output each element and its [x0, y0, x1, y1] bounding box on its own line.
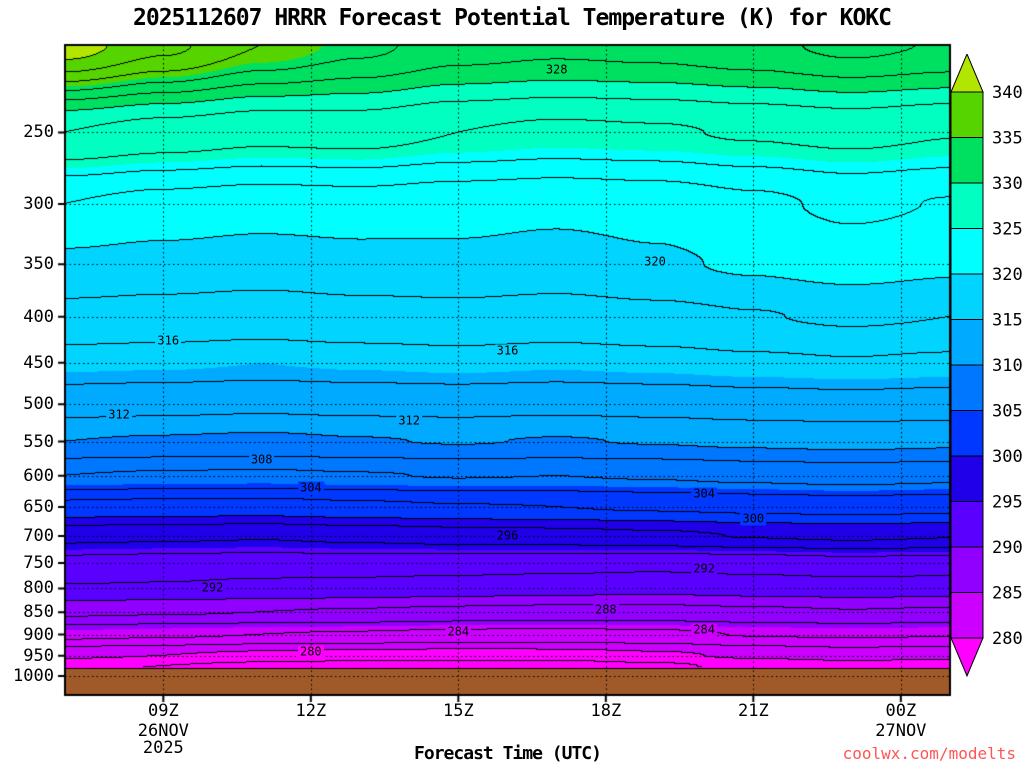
- colorbar-segment: [950, 228, 984, 275]
- y-tick-label: 750: [23, 553, 54, 574]
- contour-label: 308: [248, 452, 275, 467]
- contour-label: 304: [691, 486, 717, 501]
- colorbar-segment: [950, 364, 984, 411]
- x-tick-label: 09Z: [147, 701, 179, 721]
- contour-label: 296: [494, 528, 521, 543]
- colorbar-segment: [950, 319, 984, 366]
- y-tick-label: 800: [23, 578, 54, 599]
- contour-label: 292: [691, 561, 717, 576]
- y-tick-label: 950: [23, 645, 54, 666]
- watermark-text: coolwx.com/modelts: [842, 744, 1016, 763]
- colorbar-top-arrow: [950, 52, 984, 93]
- y-tick-label: 500: [23, 394, 54, 415]
- colorbar-tick-label: 280: [992, 629, 1023, 649]
- y-tick-label: 850: [23, 602, 54, 623]
- colorbar-segment: [950, 546, 984, 593]
- contour-label: 312: [396, 413, 422, 428]
- colorbar-segment: [950, 91, 984, 138]
- colorbar-tick-label: 290: [992, 538, 1023, 558]
- contour-label: 300: [740, 511, 767, 526]
- colorbar-tick-label: 305: [992, 402, 1023, 422]
- x-date-label: 2025: [142, 738, 184, 758]
- x-tick-label: 12Z: [295, 701, 327, 721]
- y-tick-label: 900: [23, 624, 54, 645]
- contour-label: 288: [592, 602, 619, 617]
- colorbar-tick-label: 315: [992, 311, 1023, 331]
- colorbar-segment: [950, 273, 984, 320]
- x-date-label: 27NOV: [875, 721, 927, 741]
- contour-label: 316: [155, 333, 182, 348]
- contour-label: 280: [297, 644, 324, 659]
- colorbar-tick-label: 330: [992, 174, 1023, 194]
- colorbar-tick-label: 320: [992, 265, 1023, 285]
- contour-label: 316: [494, 343, 521, 358]
- colorbar-segment: [950, 182, 984, 229]
- y-tick-label: 700: [23, 526, 54, 547]
- contour-label: 292: [199, 580, 226, 595]
- x-axis-title: Forecast Time (UTC): [414, 743, 602, 764]
- y-tick-label: 400: [23, 306, 54, 327]
- colorbar-tick-label: 310: [992, 356, 1023, 376]
- colorbar-tick-label: 295: [992, 493, 1023, 513]
- y-tick-label: 250: [23, 122, 54, 143]
- x-tick-label: 00Z: [885, 701, 917, 721]
- y-tick-label: 450: [23, 352, 54, 373]
- contour-label: 328: [543, 62, 570, 77]
- y-tick-label: 1000: [13, 665, 54, 686]
- y-tick-label: 600: [23, 465, 54, 486]
- y-tick-label: 550: [23, 431, 54, 452]
- x-tick-label: 18Z: [590, 701, 622, 721]
- contour-label: 284: [445, 624, 472, 639]
- colorbar-segment: [950, 410, 984, 457]
- colorbar: 280 285 290 295 300 305 310 315 320 325 330 335 340: [950, 52, 1024, 678]
- colorbar-tick-label: 285: [992, 584, 1023, 604]
- colorbar-bottom-arrow: [950, 637, 984, 678]
- colorbar-tick-label: 340: [992, 83, 1023, 103]
- colorbar-tick-label: 335: [992, 129, 1023, 149]
- x-tick-label: 21Z: [737, 701, 769, 721]
- x-date-label: 26NOV: [137, 721, 189, 741]
- contour-label: 320: [642, 254, 668, 269]
- y-tick-label: 650: [23, 497, 54, 517]
- colorbar-segment: [950, 137, 984, 184]
- colorbar-segment: [950, 501, 984, 548]
- colorbar-tick-label: 300: [992, 447, 1023, 467]
- x-tick-label: 15Z: [442, 701, 474, 721]
- colorbar-tick-label: 325: [992, 220, 1023, 240]
- contour-label: 284: [691, 622, 717, 637]
- colorbar-segment: [950, 592, 984, 639]
- contour-label: 312: [106, 407, 132, 422]
- colorbar-segment: [950, 455, 984, 502]
- y-tick-label: 350: [23, 254, 54, 275]
- y-tick-label: 300: [23, 193, 54, 214]
- contour-label: 304: [297, 480, 324, 495]
